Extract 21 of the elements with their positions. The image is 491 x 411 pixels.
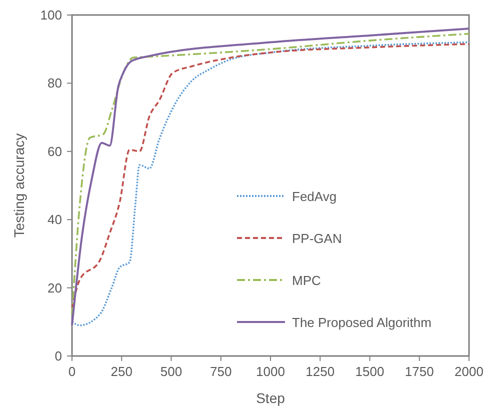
y-tick-label: 60: [48, 144, 62, 159]
x-tick-label: 1000: [256, 364, 285, 379]
legend-label: The Proposed Algorithm: [292, 315, 432, 330]
x-tick-label: 250: [110, 364, 132, 379]
x-tick-label: 1250: [306, 364, 335, 379]
x-tick-label: 500: [160, 364, 182, 379]
x-axis-title: Step: [256, 390, 286, 406]
x-tick-label: 1500: [355, 364, 384, 379]
y-tick-label: 100: [40, 8, 62, 22]
y-tick-label: 80: [48, 76, 62, 91]
x-tick-label: 0: [68, 364, 76, 379]
y-tick-label: 0: [54, 348, 62, 364]
legend-label: MPC: [292, 273, 321, 288]
x-tick-label: 2000: [454, 364, 484, 379]
legend-label: FedAvg: [292, 189, 337, 204]
legend-label: PP-GAN: [292, 231, 342, 246]
y-axis-title: Testing accuracy: [11, 133, 27, 238]
x-tick-label: 750: [210, 364, 232, 379]
y-tick-label: 20: [48, 280, 62, 296]
y-tick-label: 40: [48, 212, 62, 228]
x-tick-label: 1750: [404, 364, 434, 379]
